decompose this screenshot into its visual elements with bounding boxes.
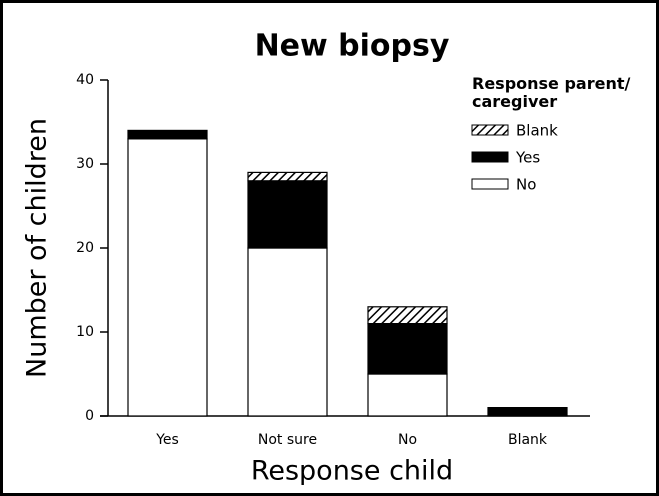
x-axis-label: Response child <box>251 456 453 487</box>
legend-label: No <box>516 176 536 194</box>
bar-segment <box>367 306 448 325</box>
y-tick-label: 10 <box>76 324 94 340</box>
chart-title: New biopsy <box>255 29 450 64</box>
x-tick-label: Yes <box>155 432 179 448</box>
legend-label: Blank <box>516 122 558 140</box>
x-tick-label: No <box>398 432 417 448</box>
bar-segment <box>247 171 328 182</box>
bar-segment <box>247 180 328 249</box>
legend-swatch <box>471 124 509 136</box>
legend-swatch <box>471 151 509 163</box>
bar-segment <box>247 247 328 417</box>
y-tick-label: 20 <box>76 240 94 256</box>
x-tick-label: Blank <box>508 432 548 448</box>
y-tick-label: 30 <box>76 156 94 172</box>
x-tick-label: Not sure <box>258 432 317 448</box>
bar-segment <box>367 323 448 375</box>
bar-segment <box>367 373 448 417</box>
legend-label: Yes <box>515 149 540 167</box>
legend-swatch <box>471 178 509 190</box>
y-tick-label: 0 <box>85 408 94 424</box>
y-tick-label: 40 <box>76 72 94 88</box>
legend-title: Response parent/ caregiver <box>472 74 631 111</box>
bar-segment <box>127 129 208 140</box>
bar-segment <box>487 407 568 417</box>
bar-segment <box>127 138 208 417</box>
y-axis-label: Number of children <box>22 118 53 378</box>
